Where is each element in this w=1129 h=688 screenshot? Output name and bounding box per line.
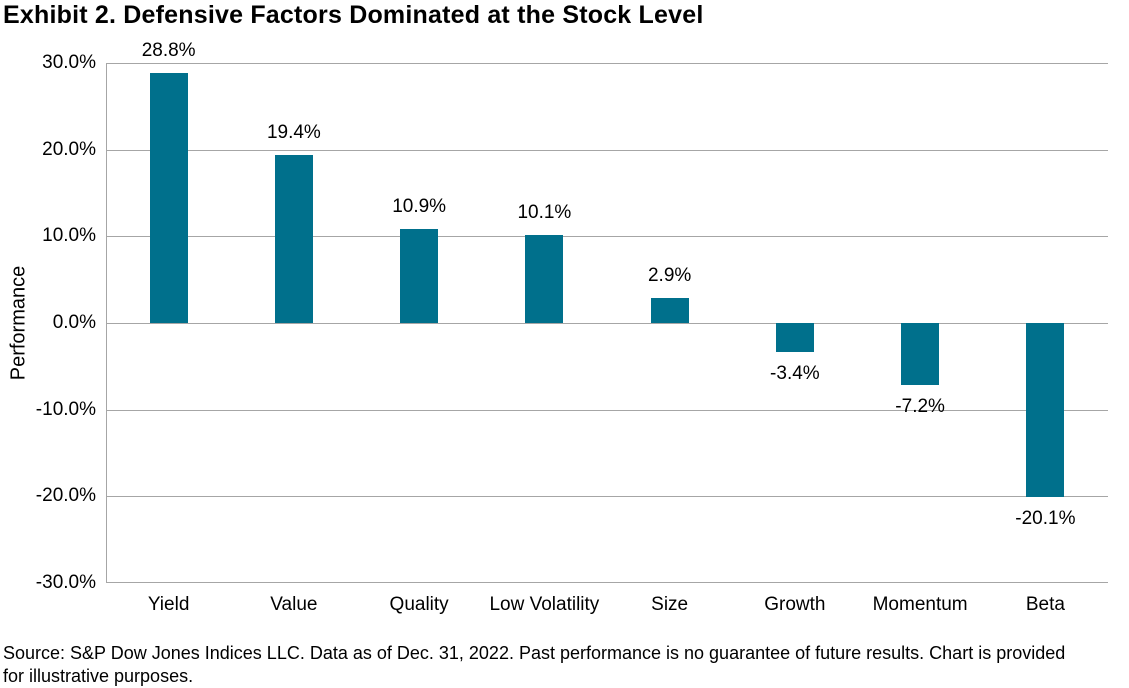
bar-value-label: -7.2% bbox=[895, 396, 945, 418]
source-line: for illustrative purposes. bbox=[3, 666, 194, 686]
y-tick-label: -10.0% bbox=[35, 398, 96, 420]
gridline bbox=[106, 149, 1108, 151]
gridline bbox=[106, 236, 1108, 238]
y-tick-label: 0.0% bbox=[52, 312, 96, 333]
bar-value-label: -3.4% bbox=[770, 363, 820, 385]
x-category-label: Beta bbox=[1025, 594, 1065, 615]
bar-value-label: 10.9% bbox=[392, 195, 447, 217]
x-axis-labels: Yield Value Quality Low Volatility Size Growt… bbox=[106, 594, 1108, 620]
bar-value-label: 10.1% bbox=[517, 202, 572, 224]
y-tick-label: 30.0% bbox=[42, 52, 96, 73]
gridline bbox=[106, 63, 1108, 64]
bar-value-label: 2.9% bbox=[647, 264, 692, 286]
x-category-label: Growth bbox=[764, 594, 826, 615]
gridline bbox=[106, 409, 1108, 411]
bar bbox=[525, 235, 564, 323]
x-category-label: Size bbox=[651, 594, 689, 615]
chart-title: Exhibit 2. Defensive Factors Dominated a… bbox=[3, 1, 704, 29]
gridline bbox=[106, 323, 1108, 324]
x-category-label: Yield bbox=[147, 594, 190, 615]
bar bbox=[274, 154, 313, 323]
y-axis-tick-labels: 30.0% 20.0% 10.0% 0.0% -10.0% -20.0% -30.0% bbox=[0, 52, 96, 593]
bar bbox=[400, 228, 439, 323]
bar bbox=[1026, 323, 1065, 498]
bar-value-label: 19.4% bbox=[266, 121, 321, 143]
y-tick-label: -20.0% bbox=[35, 485, 96, 507]
x-category-label: Low Volatility bbox=[489, 594, 600, 615]
bar bbox=[149, 73, 188, 323]
bar-value-label: 28.8% bbox=[141, 40, 196, 62]
bar bbox=[650, 297, 689, 323]
x-category-label: Quality bbox=[389, 594, 449, 615]
plot-area: 28.8% 19.4% 10.9% 10.1% 2.9% -3.4% -7.2% -20.1% bbox=[106, 40, 1108, 583]
gridline bbox=[106, 582, 1108, 583]
bar-value-label: -20.1% bbox=[1015, 508, 1076, 530]
source-line: Source: S&P Dow Jones Indices LLC. Data … bbox=[3, 643, 1066, 663]
y-tick-label: 20.0% bbox=[42, 138, 96, 160]
y-tick-label: -30.0% bbox=[35, 572, 96, 593]
x-category-label: Value bbox=[270, 594, 318, 615]
bar bbox=[775, 323, 814, 353]
gridline bbox=[106, 496, 1108, 498]
source-note: Source: S&P Dow Jones Indices LLC. Data … bbox=[3, 642, 1065, 688]
bar bbox=[901, 323, 940, 386]
y-tick-label: 10.0% bbox=[42, 225, 96, 247]
x-category-label: Momentum bbox=[872, 594, 968, 615]
